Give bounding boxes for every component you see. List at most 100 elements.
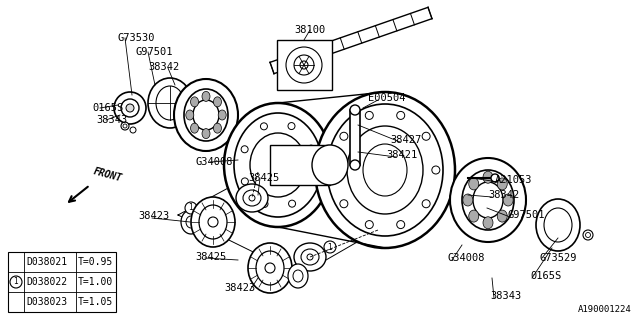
Ellipse shape <box>327 104 443 236</box>
Circle shape <box>126 104 134 112</box>
Text: 38342: 38342 <box>488 190 519 200</box>
Ellipse shape <box>214 123 221 133</box>
Ellipse shape <box>497 178 508 190</box>
Circle shape <box>586 233 591 237</box>
Text: 38425: 38425 <box>195 252 227 262</box>
Text: 38423: 38423 <box>225 283 255 293</box>
Ellipse shape <box>315 92 455 248</box>
Circle shape <box>241 146 248 153</box>
Text: G34008: G34008 <box>448 253 486 263</box>
Circle shape <box>289 200 296 207</box>
Circle shape <box>324 241 336 253</box>
Circle shape <box>350 105 360 115</box>
Circle shape <box>397 220 404 228</box>
Ellipse shape <box>450 158 526 242</box>
Ellipse shape <box>181 210 201 234</box>
Ellipse shape <box>193 100 219 130</box>
Circle shape <box>286 47 322 83</box>
Circle shape <box>241 178 248 185</box>
Text: 38343: 38343 <box>490 291 521 301</box>
Circle shape <box>300 61 308 69</box>
Text: 0165S: 0165S <box>92 103 124 113</box>
Ellipse shape <box>503 194 513 206</box>
Circle shape <box>365 111 373 119</box>
Circle shape <box>261 200 268 207</box>
Text: D038021: D038021 <box>26 257 67 267</box>
Ellipse shape <box>463 194 473 206</box>
Text: E00504: E00504 <box>368 93 406 103</box>
Text: FRONT: FRONT <box>92 167 123 184</box>
Ellipse shape <box>248 243 292 293</box>
Ellipse shape <box>236 184 268 212</box>
Text: T=1.00: T=1.00 <box>78 277 113 287</box>
Ellipse shape <box>462 170 514 230</box>
Text: 38425: 38425 <box>248 173 279 183</box>
Text: G34008: G34008 <box>196 157 234 167</box>
Circle shape <box>208 217 218 227</box>
Bar <box>277 40 332 90</box>
Circle shape <box>422 200 430 208</box>
Ellipse shape <box>312 145 348 185</box>
Ellipse shape <box>224 103 332 227</box>
Text: G73530: G73530 <box>118 33 156 43</box>
Ellipse shape <box>156 86 184 120</box>
Circle shape <box>114 92 146 124</box>
Ellipse shape <box>301 249 319 265</box>
Ellipse shape <box>148 78 192 128</box>
Text: 38342: 38342 <box>148 62 179 72</box>
Ellipse shape <box>293 270 303 282</box>
Ellipse shape <box>218 110 226 120</box>
Circle shape <box>330 166 338 174</box>
Circle shape <box>307 254 313 260</box>
Ellipse shape <box>186 216 196 228</box>
Circle shape <box>583 230 593 240</box>
Ellipse shape <box>483 171 493 183</box>
Ellipse shape <box>191 123 198 133</box>
Ellipse shape <box>468 178 479 190</box>
Text: G97501: G97501 <box>135 47 173 57</box>
Text: 1: 1 <box>189 204 193 212</box>
Ellipse shape <box>483 217 493 229</box>
Circle shape <box>340 200 348 208</box>
Text: G73529: G73529 <box>540 253 577 263</box>
Circle shape <box>294 55 314 75</box>
Text: 38427: 38427 <box>390 135 421 145</box>
Ellipse shape <box>468 210 479 222</box>
Bar <box>270 145 330 185</box>
Ellipse shape <box>544 208 572 242</box>
Text: 38421: 38421 <box>386 150 417 160</box>
Text: A21053: A21053 <box>495 175 532 185</box>
Circle shape <box>432 166 440 174</box>
Ellipse shape <box>294 243 326 271</box>
Circle shape <box>249 195 255 201</box>
Text: G97501: G97501 <box>508 210 545 220</box>
Ellipse shape <box>347 126 423 214</box>
Text: 38423: 38423 <box>138 211 169 221</box>
Text: T=0.95: T=0.95 <box>78 257 113 267</box>
Ellipse shape <box>250 133 306 197</box>
Circle shape <box>491 174 499 182</box>
Circle shape <box>260 123 268 130</box>
Ellipse shape <box>256 251 284 285</box>
Ellipse shape <box>199 205 227 239</box>
Ellipse shape <box>234 113 322 217</box>
Bar <box>8 252 116 312</box>
Ellipse shape <box>184 89 228 141</box>
Ellipse shape <box>174 79 238 151</box>
Ellipse shape <box>191 197 235 247</box>
Text: 38100: 38100 <box>294 25 326 35</box>
Ellipse shape <box>288 264 308 288</box>
Circle shape <box>308 177 315 184</box>
Ellipse shape <box>473 182 503 218</box>
Bar <box>350 110 360 165</box>
Circle shape <box>365 220 373 228</box>
Ellipse shape <box>186 110 194 120</box>
Circle shape <box>288 123 295 130</box>
Text: 38343: 38343 <box>96 115 127 125</box>
Ellipse shape <box>214 97 221 107</box>
Circle shape <box>123 124 127 128</box>
Ellipse shape <box>243 190 261 206</box>
Circle shape <box>121 99 139 117</box>
Circle shape <box>185 202 197 214</box>
Circle shape <box>422 132 430 140</box>
